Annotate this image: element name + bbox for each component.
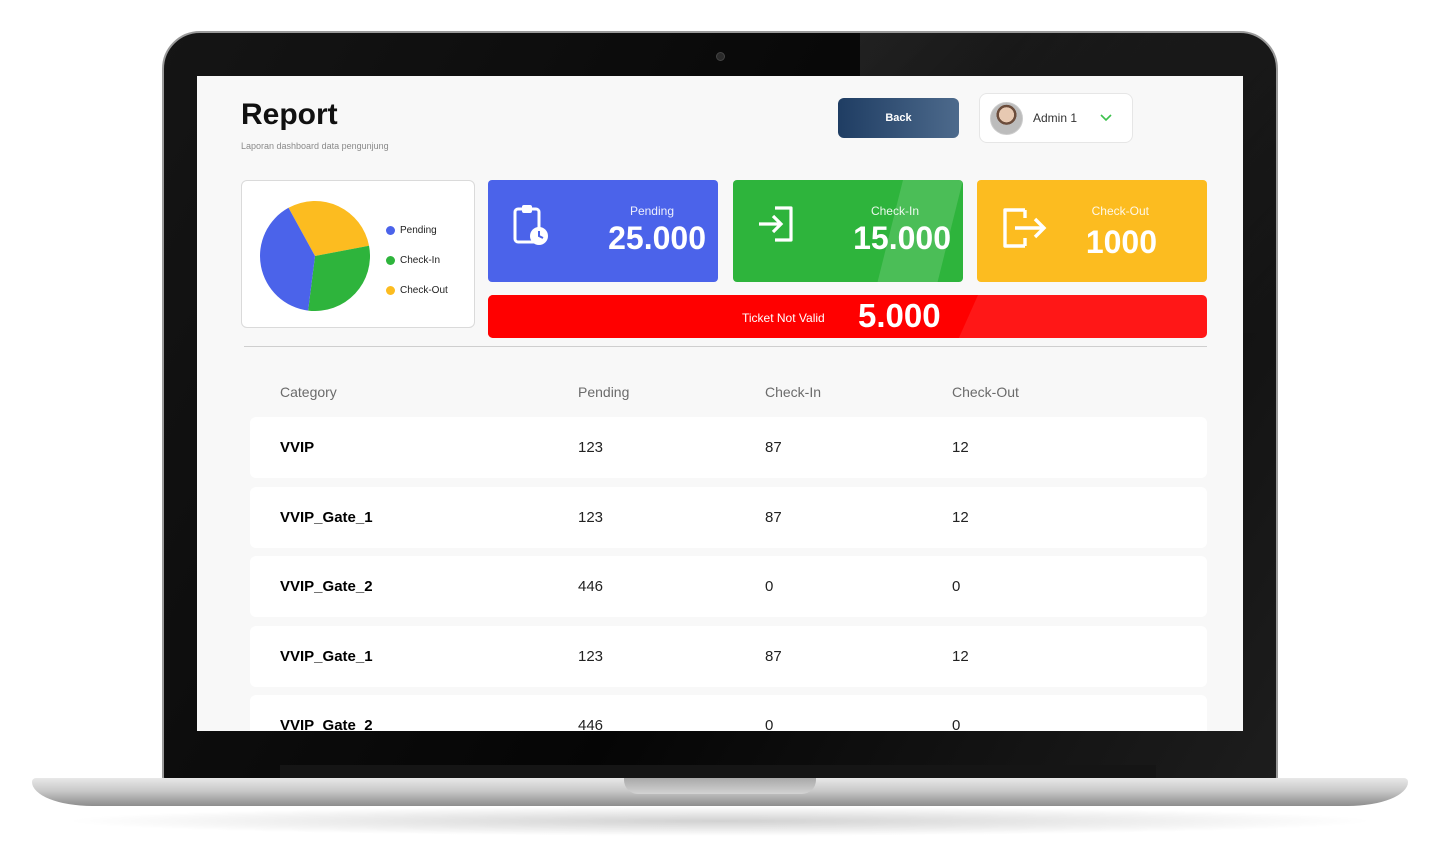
row-category: VVIP_Gate_2: [280, 578, 373, 595]
pie-legend: Pending Check-In Check-Out: [386, 215, 448, 305]
row-checkout: 12: [952, 509, 969, 526]
logout-icon: [1003, 208, 1047, 248]
checkin-value: 15.000: [853, 220, 951, 256]
row-category: VVIP_Gate_2: [280, 717, 373, 731]
pending-label: Pending: [629, 204, 674, 218]
row-category: VVIP: [280, 439, 315, 456]
checkout-value: 1000: [1085, 224, 1157, 260]
legend-dot-checkout: [386, 285, 395, 295]
row-pending: 123: [578, 509, 604, 526]
chevron-down-icon[interactable]: [1099, 111, 1113, 125]
table-row[interactable]: VVIP 123 87 12: [250, 417, 1207, 478]
legend-label-pending: Pending: [400, 224, 437, 236]
section-divider: [244, 346, 1207, 347]
row-pending: 446: [578, 578, 604, 595]
ticket-invalid-banner[interactable]: Ticket Not Valid 5.000: [488, 295, 1207, 338]
col-category: Category: [280, 384, 337, 400]
row-pending: 123: [578, 648, 604, 665]
login-icon: [759, 206, 793, 242]
row-checkout: 0: [952, 717, 961, 731]
row-pending: 446: [578, 717, 604, 731]
col-checkin: Check-In: [765, 384, 822, 400]
row-category: VVIP_Gate_1: [280, 648, 373, 665]
webcam: [716, 52, 725, 61]
table-row[interactable]: VVIP_Gate_2 446 0 0: [250, 556, 1207, 617]
row-pending: 123: [578, 439, 604, 456]
app-screen: Report Laporan dashboard data pengunjung…: [197, 76, 1243, 731]
row-checkout: 0: [952, 578, 961, 595]
invalid-label: Ticket Not Valid: [742, 311, 825, 325]
table-row[interactable]: VVIP_Gate_2 446 0 0: [250, 695, 1207, 731]
pie-slice-pending: [260, 207, 315, 311]
col-pending: Pending: [578, 384, 630, 400]
laptop-chin: [280, 765, 1156, 779]
status-pie-card: Pending Check-In Check-Out: [241, 180, 475, 328]
back-button[interactable]: Back: [838, 98, 959, 138]
legend-label-checkin: Check-In: [400, 254, 441, 266]
checkin-label: Check-In: [870, 204, 919, 218]
legend-item-checkin: Check-In: [386, 245, 448, 275]
pie-slice-check-out: [288, 201, 370, 256]
legend-dot-pending: [386, 225, 395, 235]
laptop-notch: [624, 778, 816, 794]
row-checkin: 0: [765, 717, 774, 731]
legend-item-pending: Pending: [386, 215, 448, 245]
row-checkin: 0: [765, 578, 774, 595]
invalid-value: 5.000: [858, 297, 941, 334]
row-checkin: 87: [765, 648, 782, 665]
col-checkout: Check-Out: [952, 384, 1019, 400]
avatar: [990, 101, 1023, 135]
page-subtitle: Laporan dashboard data pengunjung: [241, 141, 389, 151]
checkout-stat-card[interactable]: Check-Out 1000: [977, 180, 1207, 282]
table-row[interactable]: VVIP_Gate_1 123 87 12: [250, 487, 1207, 548]
pending-value: 25.000: [608, 220, 706, 256]
legend-item-checkout: Check-Out: [386, 275, 448, 305]
user-menu[interactable]: Admin 1: [979, 93, 1133, 143]
row-checkin: 87: [765, 439, 782, 456]
row-checkin: 87: [765, 509, 782, 526]
user-name: Admin 1: [1033, 111, 1078, 125]
table-header: Category Pending Check-In Check-Out: [250, 382, 1207, 402]
page-title: Report: [241, 98, 338, 131]
table-row[interactable]: VVIP_Gate_1 123 87 12: [250, 626, 1207, 687]
checkin-stat-card[interactable]: Check-In 15.000: [733, 180, 963, 282]
legend-dot-checkin: [386, 255, 395, 265]
pie-slice-check-in: [308, 245, 370, 311]
checkout-label: Check-Out: [1091, 204, 1149, 218]
legend-label-checkout: Check-Out: [400, 284, 448, 296]
row-checkout: 12: [952, 439, 969, 456]
status-pie-chart: [260, 201, 370, 311]
pending-stat-card[interactable]: Pending 25.000: [488, 180, 718, 282]
row-checkout: 12: [952, 648, 969, 665]
clipboard-clock-icon: [513, 205, 548, 245]
row-category: VVIP_Gate_1: [280, 509, 373, 526]
laptop-shadow: [60, 806, 1380, 836]
